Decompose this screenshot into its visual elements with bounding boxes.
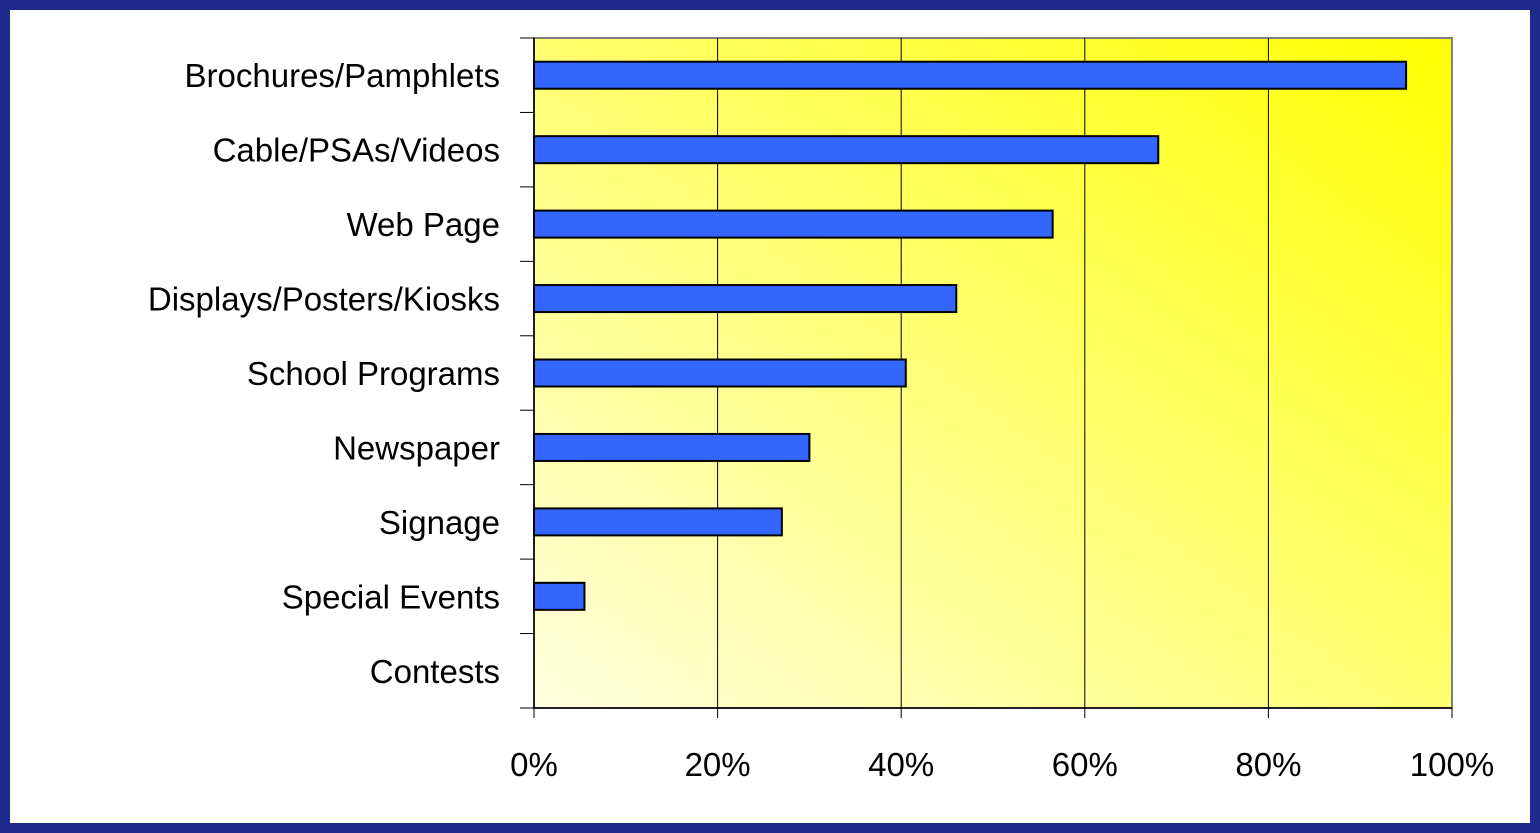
x-tick-label: 20%	[685, 746, 751, 783]
bar	[533, 507, 783, 537]
bar	[533, 60, 1408, 90]
bar-chart: Brochures/Pamphlets Cable/PSAs/Videos Web …	[148, 37, 1494, 783]
bar	[533, 432, 811, 462]
bar	[533, 581, 586, 611]
category-label: Web Page	[347, 206, 501, 243]
bar	[533, 284, 958, 314]
category-label: Contests	[370, 653, 500, 690]
bar	[533, 209, 1054, 239]
bar	[533, 135, 1160, 165]
category-label: Newspaper	[333, 429, 500, 466]
x-tick-labels: 0% 20% 40% 60% 80% 100%	[510, 746, 1494, 783]
bar	[533, 358, 907, 388]
x-tick-label: 60%	[1052, 746, 1118, 783]
slide-frame: Brochures/Pamphlets Cable/PSAs/Videos Web …	[10, 10, 1530, 823]
bars	[533, 60, 1408, 611]
category-label: Signage	[379, 504, 500, 541]
category-labels: Brochures/Pamphlets Cable/PSAs/Videos Web …	[148, 57, 500, 690]
x-tick-label: 80%	[1235, 746, 1301, 783]
category-label: Cable/PSAs/Videos	[213, 132, 500, 169]
x-tick-label: 0%	[510, 746, 558, 783]
category-label: Displays/Posters/Kiosks	[148, 281, 500, 318]
x-tick-label: 40%	[868, 746, 934, 783]
category-label: School Programs	[247, 355, 500, 392]
category-label: Brochures/Pamphlets	[185, 57, 500, 94]
x-tick-label: 100%	[1410, 746, 1494, 783]
category-label: Special Events	[282, 578, 500, 615]
